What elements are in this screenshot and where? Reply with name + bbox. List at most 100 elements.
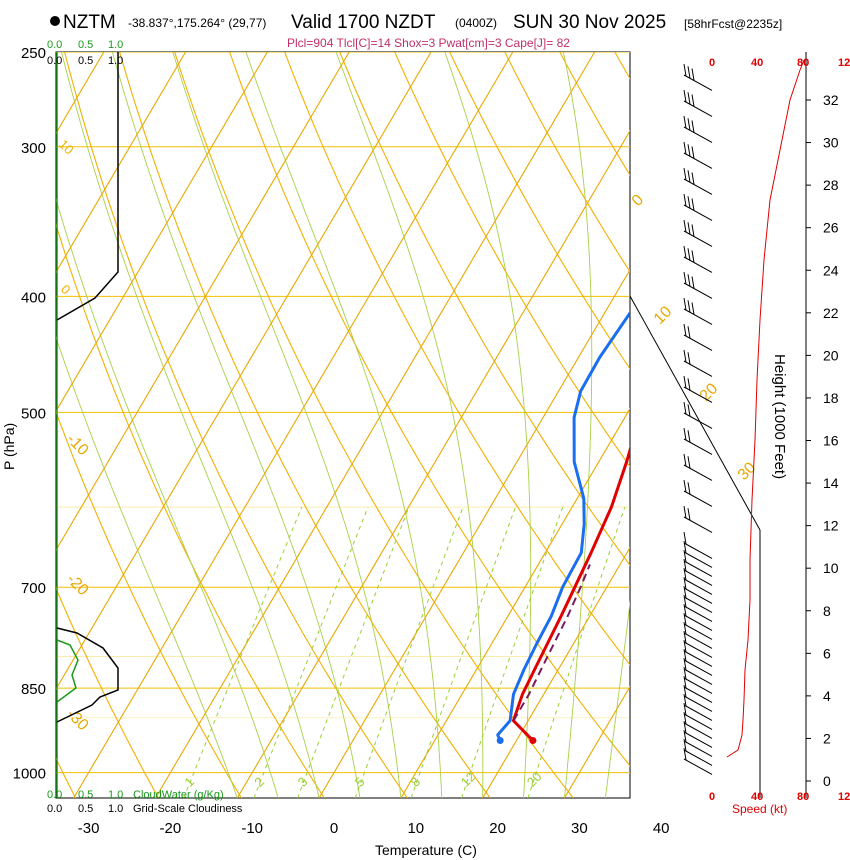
wind-barb [683,152,713,169]
wind-barb-flag [683,541,687,554]
wind-barb [683,650,713,667]
wind-barb-flag [683,595,687,608]
speed-tick-bottom-0: 0 [709,791,715,803]
dry-adiabat-260 [56,410,242,798]
isotherm--40 [56,52,432,691]
wind-barb [683,464,713,481]
height-tick-14: 14 [823,475,839,491]
wind-barbs [683,64,713,775]
wind-barb-flag [683,116,687,129]
isotherm-40 [646,52,850,798]
wind-barb-flag [683,480,687,493]
wind-barb [683,569,713,586]
temp-tick--10: -10 [241,820,263,837]
cloud-water-lower [56,639,79,703]
isotherm-label: 10 [651,303,676,328]
isotherm-20 [482,546,630,798]
moist-adiabat-10 [172,52,402,798]
wind-barb [683,74,713,91]
sounding-traces [496,310,630,744]
wind-barb-flag [683,194,687,207]
wind-barb [683,740,713,757]
wind-barb [683,695,713,712]
mixing-ratio-2 [253,506,369,798]
moist-adiabat-15 [245,52,443,798]
wind-barb [683,596,713,613]
wind-barb-flag [683,324,687,337]
isotherm--70 [56,52,187,274]
isotherm-label: 30 [735,459,760,484]
mixing-ratio-lines [183,506,626,798]
wind-barb-flag [687,378,691,391]
moist-adiabat-30 [562,52,593,798]
moist-adiabat-25 [444,52,532,798]
wind-barb-flag [691,120,695,133]
wind-barb [683,722,713,739]
cloud-tick-top-0: 0.0 [47,55,62,67]
wind-barb-flag [687,144,691,157]
station-dot [50,16,60,26]
isotherm-50 [728,52,850,798]
temp-tick-0: 0 [330,820,338,837]
wind-barb-flag [691,276,695,289]
height-tick-8: 8 [823,603,831,619]
cloudiness-lower [56,627,119,723]
height-tick-32: 32 [823,92,839,108]
wind-barb-flag [683,559,687,572]
wind-barb [683,659,713,676]
wind-barb-flag [683,685,687,698]
wind-barb [683,490,713,507]
speed-tick-bottom-3: 12 [838,791,850,803]
wind-barb-flag [683,658,687,671]
wind-barb-flag [683,730,687,743]
height-tick-16: 16 [823,433,839,449]
wind-barb [683,256,713,273]
cloud-tick-bottom-1: 0.5 [78,803,93,815]
height-tick-6: 6 [823,645,831,661]
mixing-ratio-3 [297,506,410,798]
wind-barb-flag [687,248,691,261]
wind-barb [683,230,713,247]
wind-barb-flag [683,550,687,563]
wind-barb-flag [687,352,691,365]
wind-barb-flag [683,168,687,181]
pressure-tick-1000: 1000 [13,766,46,783]
wind-barb-flag [687,404,691,417]
dry-adiabat-250 [56,586,159,798]
pressure-tick-700: 700 [21,580,46,597]
wind-barb-flag [683,142,687,155]
valid-time: Valid 1700 NZDT [291,12,436,33]
dry-adiabat-350 [449,52,630,370]
wind-barb-flag [691,250,695,263]
height-tick-10: 10 [823,560,839,576]
height-tick-2: 2 [823,730,831,746]
wind-barb-flag [687,196,691,209]
temp-tick-30: 30 [571,820,588,837]
speed-axis-label: Speed (kt) [732,802,787,816]
pressure-tick-850: 850 [21,681,46,698]
wind-barb-flag [683,676,687,689]
wind-barb-flag [687,92,691,105]
wind-barb [683,686,713,703]
pressure-tick-400: 400 [21,289,46,306]
wind-barb-flag [683,298,687,311]
wind-barb-flag [687,326,691,339]
cw-tick-bottom-0: 0.0 [47,789,62,801]
trace-parcel [512,564,591,722]
wind-barb [683,614,713,631]
wind-barb-flag [683,721,687,734]
wind-barb-flag [683,604,687,617]
temp-tick--30: -30 [78,820,100,837]
cloudiness-upper [56,52,119,321]
speed-tick-top-1: 40 [751,57,763,69]
wind-barb-flag [683,376,687,389]
isotherm-label: 0 [629,191,647,209]
height-tick-30: 30 [823,135,839,151]
wind-barb-flag [683,220,687,233]
dry-adiabat-330 [339,52,630,567]
cloudiness-label: Grid-Scale Cloudiness [133,803,243,815]
cw-tick-bottom-1: 0.5 [78,789,93,801]
wind-barb-flag [683,350,687,363]
wind-barb-flag [691,224,695,237]
